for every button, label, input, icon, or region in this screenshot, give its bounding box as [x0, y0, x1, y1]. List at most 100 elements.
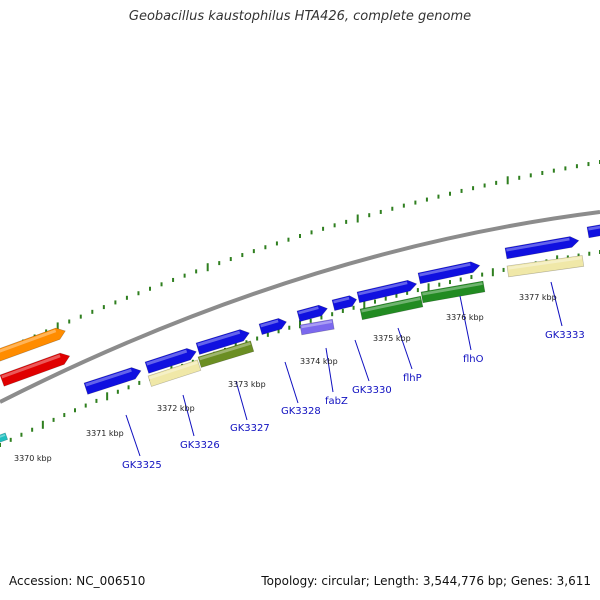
gene-gk3325-shape [83, 367, 142, 395]
tick-mark [333, 223, 336, 228]
cds-gk3330[interactable] [359, 295, 424, 321]
tick-mark [252, 249, 255, 254]
feature-orange-shape [0, 327, 66, 364]
kbp-label-group: 3370 kbp 3371 kbp 3372 kbp 3373 kbp 3374 kbp… [14, 293, 557, 463]
tick-mark [20, 432, 23, 437]
gene-label[interactable]: GK3330 [352, 385, 392, 396]
cds-gk3327-shape [197, 340, 255, 368]
cds-gk3333[interactable] [506, 255, 585, 278]
cds-gk3326-highlight [149, 361, 198, 380]
gene-gk3333-highlight [506, 237, 570, 252]
tick-mark [256, 336, 259, 341]
gene-gk3327-highlight [197, 330, 241, 347]
gene-label[interactable]: GK3333 [545, 330, 585, 341]
tick-mark [437, 194, 440, 199]
label-leader-line [354, 339, 370, 382]
feature-orange[interactable] [0, 325, 67, 364]
tick-mark [363, 300, 366, 309]
tick-mark [566, 255, 569, 260]
gene-gk3326-highlight [146, 349, 188, 366]
tick-mark [459, 277, 462, 282]
tick-mark [116, 389, 119, 394]
tick-mark [575, 164, 578, 169]
tick-mark [395, 293, 398, 298]
tick-mark [427, 283, 430, 292]
feature-track [0, 224, 600, 444]
tick-mark [414, 200, 417, 205]
gene-label[interactable]: GK3325 [122, 460, 162, 471]
tick-mark [416, 288, 419, 293]
gene-flho-highlight [419, 262, 471, 277]
tick-mark [449, 191, 451, 196]
cds-gk3327-highlight [199, 342, 251, 361]
gene-gk3333-shape [504, 236, 580, 260]
kbp-label: 3374 kbp [300, 357, 338, 366]
gene-label[interactable]: GK3326 [180, 440, 220, 451]
gene-label[interactable]: GK3327 [230, 423, 270, 434]
tick-mark [45, 329, 48, 334]
tick-mark [384, 296, 387, 301]
feature-red-highlight [1, 354, 61, 379]
feature-red[interactable] [0, 350, 72, 387]
kbp-label: 3371 kbp [86, 429, 124, 438]
gene-flho[interactable] [417, 260, 481, 285]
cds-flhp[interactable] [420, 280, 486, 304]
gene-gk3325-highlight [85, 368, 132, 387]
kbp-label: 3376 kbp [446, 313, 484, 322]
gene-edge-shape [586, 224, 600, 239]
cds-fabz[interactable] [299, 318, 335, 336]
tick-mark [137, 291, 140, 296]
gene-gk3333[interactable] [504, 235, 580, 260]
gene-fabz-shape [296, 304, 328, 322]
kbp-label: 3373 kbp [228, 380, 266, 389]
cds-gk3330-highlight [361, 297, 421, 313]
gene-label[interactable]: GK3328 [281, 406, 321, 417]
tick-mark [406, 290, 409, 295]
tick-mark [320, 315, 323, 320]
tick-mark [0, 443, 1, 447]
gene-label[interactable]: fabZ [325, 396, 348, 407]
gene-label[interactable]: flhO [463, 354, 484, 365]
label-leader-line [550, 281, 563, 327]
gene-gk3328[interactable] [258, 317, 288, 335]
cds-gk3327[interactable] [197, 340, 255, 368]
tick-mark [206, 263, 209, 272]
tick-mark [502, 267, 505, 272]
tick-mark [127, 385, 130, 390]
gene-gk3327[interactable] [195, 327, 251, 355]
gene-gk3330[interactable] [331, 294, 358, 312]
gene-fabz[interactable] [296, 303, 329, 322]
tick-mark [299, 234, 301, 238]
tick-mark [277, 329, 280, 334]
tick-mark [229, 257, 232, 262]
cds-fabz-highlight [301, 320, 333, 329]
feature-cyan-shape [0, 432, 9, 444]
tick-mark [425, 197, 428, 202]
gene-gk3327-shape [195, 329, 250, 355]
label-leader-line [397, 327, 413, 370]
accession-text: Accession: NC_006510 [9, 574, 146, 588]
gene-gk3326-shape [144, 348, 197, 374]
tick-mark [172, 277, 175, 282]
gene-gk3325[interactable] [83, 365, 143, 395]
tick-mark [352, 305, 355, 310]
cds-gk3326[interactable] [147, 359, 202, 387]
tick-mark [287, 237, 290, 242]
tick-mark [518, 175, 521, 180]
gene-gk3326[interactable] [144, 346, 198, 374]
tick-mark [264, 245, 267, 250]
map-title: Geobacillus kaustophilus HTA426, complet… [128, 9, 472, 24]
gene-flhp-highlight [358, 281, 408, 296]
gene-edge[interactable] [586, 224, 600, 239]
cds-gk3333-highlight [508, 256, 582, 270]
tick-mark [564, 166, 567, 171]
tick-mark [495, 180, 498, 185]
tick-mark [310, 230, 313, 235]
gene-flhp[interactable] [356, 279, 418, 304]
tick-mark [368, 213, 371, 218]
gene-label[interactable]: flhP [403, 373, 422, 384]
feature-cyan[interactable] [0, 432, 9, 444]
kbp-label: 3375 kbp [373, 334, 411, 343]
tick-mark [125, 295, 128, 300]
